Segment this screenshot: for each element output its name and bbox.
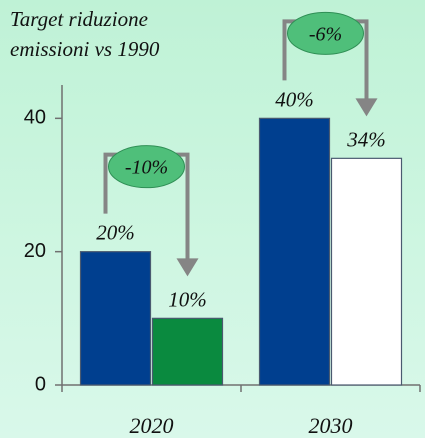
arrow-head <box>176 258 199 277</box>
annotation-bubble <box>108 145 185 189</box>
value-label: 10% <box>168 287 207 311</box>
annotation-bubble <box>287 11 364 55</box>
value-label: 20% <box>96 221 135 245</box>
chart-title: Target riduzione emissioni vs 1990 <box>10 7 160 61</box>
x-tick-label: 2020 <box>130 413 174 438</box>
annotation: -10% <box>125 157 168 179</box>
y-tick-label: 20 <box>24 240 46 262</box>
arrow-head <box>355 98 378 117</box>
y-tick-label: 40 <box>24 107 46 129</box>
bar <box>330 157 403 386</box>
bar <box>151 317 224 386</box>
y-tick-label: 0 <box>35 373 46 395</box>
value-label: 40% <box>275 87 314 111</box>
bar <box>258 117 331 386</box>
bar <box>79 251 152 386</box>
annotation: -6% <box>309 23 342 45</box>
value-label: 34% <box>346 127 386 151</box>
x-tick-label: 2030 <box>309 413 353 438</box>
